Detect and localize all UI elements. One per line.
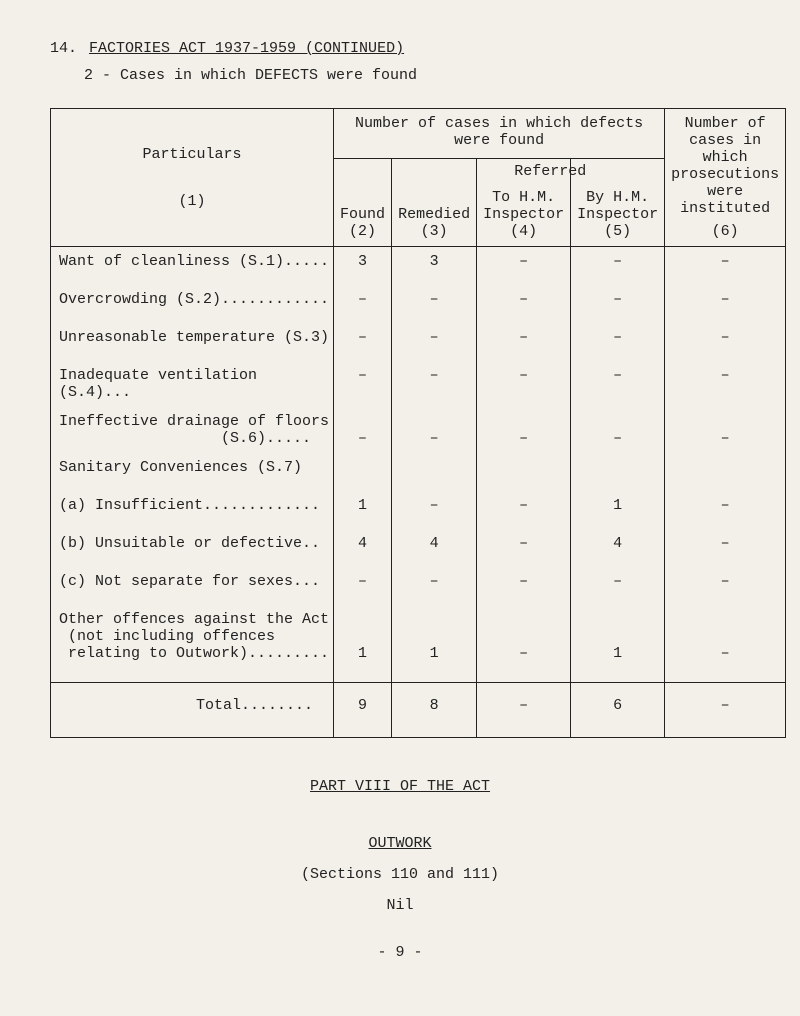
table-row: Other offences against the Act (not incl…: [51, 605, 786, 683]
table-row: Ineffective drainage of floors (S.6)....…: [51, 407, 786, 453]
th-to-hm: Referred To H.M. Inspector (4): [477, 159, 571, 247]
outwork-title: OUTWORK: [50, 835, 750, 852]
table-body: Want of cleanliness (S.1).....33––– Over…: [51, 247, 786, 738]
table-row: Unreasonable temperature (S.3)–––––: [51, 323, 786, 361]
sections-text: (Sections 110 and 111): [50, 866, 750, 883]
th-found: Found (2): [334, 159, 392, 247]
nil-text: Nil: [50, 897, 750, 914]
th-particulars: Particulars (1): [51, 109, 334, 247]
table-row: (a) Insufficient.............1––1–: [51, 491, 786, 529]
section-heading: 14. FACTORIES ACT 1937-1959 (CONTINUED): [50, 40, 750, 57]
th-cases-prosec: Number of cases in which prosecutions we…: [665, 109, 786, 247]
table-row: (b) Unsuitable or defective..44–4–: [51, 529, 786, 567]
table-row: (c) Not separate for sexes...–––––: [51, 567, 786, 605]
heading-text: FACTORIES ACT 1937-1959 (CONTINUED): [89, 40, 404, 57]
th-cases-defects: Number of cases in which defects were fo…: [334, 109, 665, 159]
total-row: Total........ 9 8 – 6 –: [51, 683, 786, 738]
table-row: Sanitary Conveniences (S.7): [51, 453, 786, 491]
th-remedied: Remedied (3): [392, 159, 477, 247]
page-number: - 9 -: [50, 944, 750, 961]
defects-table: Particulars (1) Number of cases in which…: [50, 108, 786, 738]
heading-number: 14.: [50, 40, 80, 57]
part-title: PART VIII OF THE ACT: [50, 778, 750, 795]
table-row: Inadequate ventilation (S.4)...–––––: [51, 361, 786, 407]
table-row: Want of cleanliness (S.1).....33–––: [51, 247, 786, 286]
table-row: Overcrowding (S.2)............–––––: [51, 285, 786, 323]
subheading: 2 - Cases in which DEFECTS were found: [84, 67, 750, 84]
